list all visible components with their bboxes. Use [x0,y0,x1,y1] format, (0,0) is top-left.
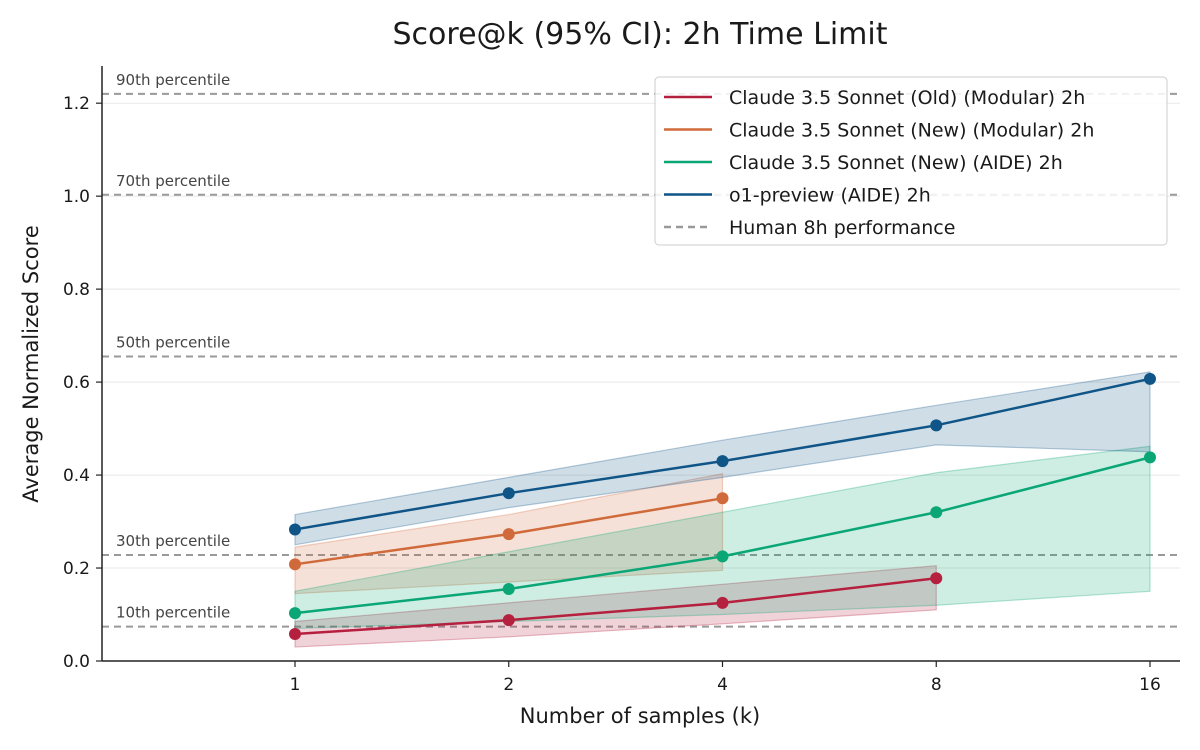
legend-label-claude-3-5-sonnet-new-modular-2h: Claude 3.5 Sonnet (New) (Modular) 2h [729,120,1094,142]
x-tick-label: 8 [931,675,942,695]
y-tick-label: 1.0 [63,187,90,207]
data-point-o1-preview-aide-2h [289,523,301,536]
y-tick-label: 0.0 [63,652,90,672]
legend-label-claude-3-5-sonnet-old-modular-2h: Claude 3.5 Sonnet (Old) (Modular) 2h [729,87,1085,109]
data-point-claude-3-5-sonnet-new-aide-2h [1144,451,1156,464]
data-point-claude-3-5-sonnet-new-aide-2h [716,550,729,563]
data-point-claude-3-5-sonnet-new-aide-2h [502,582,515,595]
data-point-claude-3-5-sonnet-old-modular-2h [930,572,943,585]
reference-label-10th-percentile: 10th percentile [116,604,230,622]
reference-label-30th-percentile: 30th percentile [116,532,230,550]
series-line-claude-3-5-sonnet-old-modular-2h [294,577,937,636]
data-point-claude-3-5-sonnet-new-modular-2h [289,558,301,571]
data-point-o1-preview-aide-2h [502,487,515,500]
data-point-claude-3-5-sonnet-new-aide-2h [930,506,943,519]
y-tick-label: 0.8 [63,280,90,300]
reference-label-90th-percentile: 90th percentile [116,71,230,89]
y-tick-label: 1.2 [63,94,90,114]
data-point-claude-3-5-sonnet-new-modular-2h [502,528,515,541]
reference-lines: 90th percentile 70th percentile 50th perce… [102,71,1180,628]
x-axis-label: Number of samples (k) [520,704,760,728]
ci-band-claude-3-5-sonnet-old-modular-2h [294,565,937,648]
x-tick-label: 16 [1139,675,1161,695]
tick-labels: 0.0 0.2 0.4 0.6 0.8 1.0 1.2 1 2 4 8 16 [63,94,1161,695]
data-point-claude-3-5-sonnet-new-modular-2h [716,492,729,505]
data-point-claude-3-5-sonnet-old-modular-2h [502,614,515,627]
chart-title: Score@k (95% CI): 2h Time Limit [393,17,888,52]
gridlines [102,102,1180,662]
data-point-claude-3-5-sonnet-old-modular-2h [716,596,729,609]
legend-label-o1-preview-aide-2h: o1-preview (AIDE) 2h [729,185,931,207]
legend-label-human-8h-performance: Human 8h performance [729,217,955,239]
series-points [289,372,1156,641]
reference-label-50th-percentile: 50th percentile [116,334,230,352]
legend-box [654,76,1168,246]
legend-label-claude-3-5-sonnet-new-aide-2h: Claude 3.5 Sonnet (New) (AIDE) 2h [729,152,1063,174]
data-point-claude-3-5-sonnet-old-modular-2h [289,628,301,641]
reference-label-70th-percentile: 70th percentile [116,172,230,190]
y-axis-label: Average Normalized Score [19,225,43,503]
y-tick-label: 0.2 [63,559,90,579]
data-point-claude-3-5-sonnet-new-aide-2h [289,607,301,620]
x-tick-label: 4 [717,675,728,695]
x-tick-label: 2 [503,675,514,695]
x-tick-label: 1 [290,675,301,695]
axes [101,66,1180,662]
data-point-o1-preview-aide-2h [930,419,943,432]
y-tick-label: 0.4 [63,466,90,486]
data-point-o1-preview-aide-2h [1144,372,1156,385]
data-point-o1-preview-aide-2h [716,455,729,468]
legend: Claude 3.5 Sonnet (Old) (Modular) 2h Clau… [654,76,1168,246]
y-tick-label: 0.6 [63,373,90,393]
